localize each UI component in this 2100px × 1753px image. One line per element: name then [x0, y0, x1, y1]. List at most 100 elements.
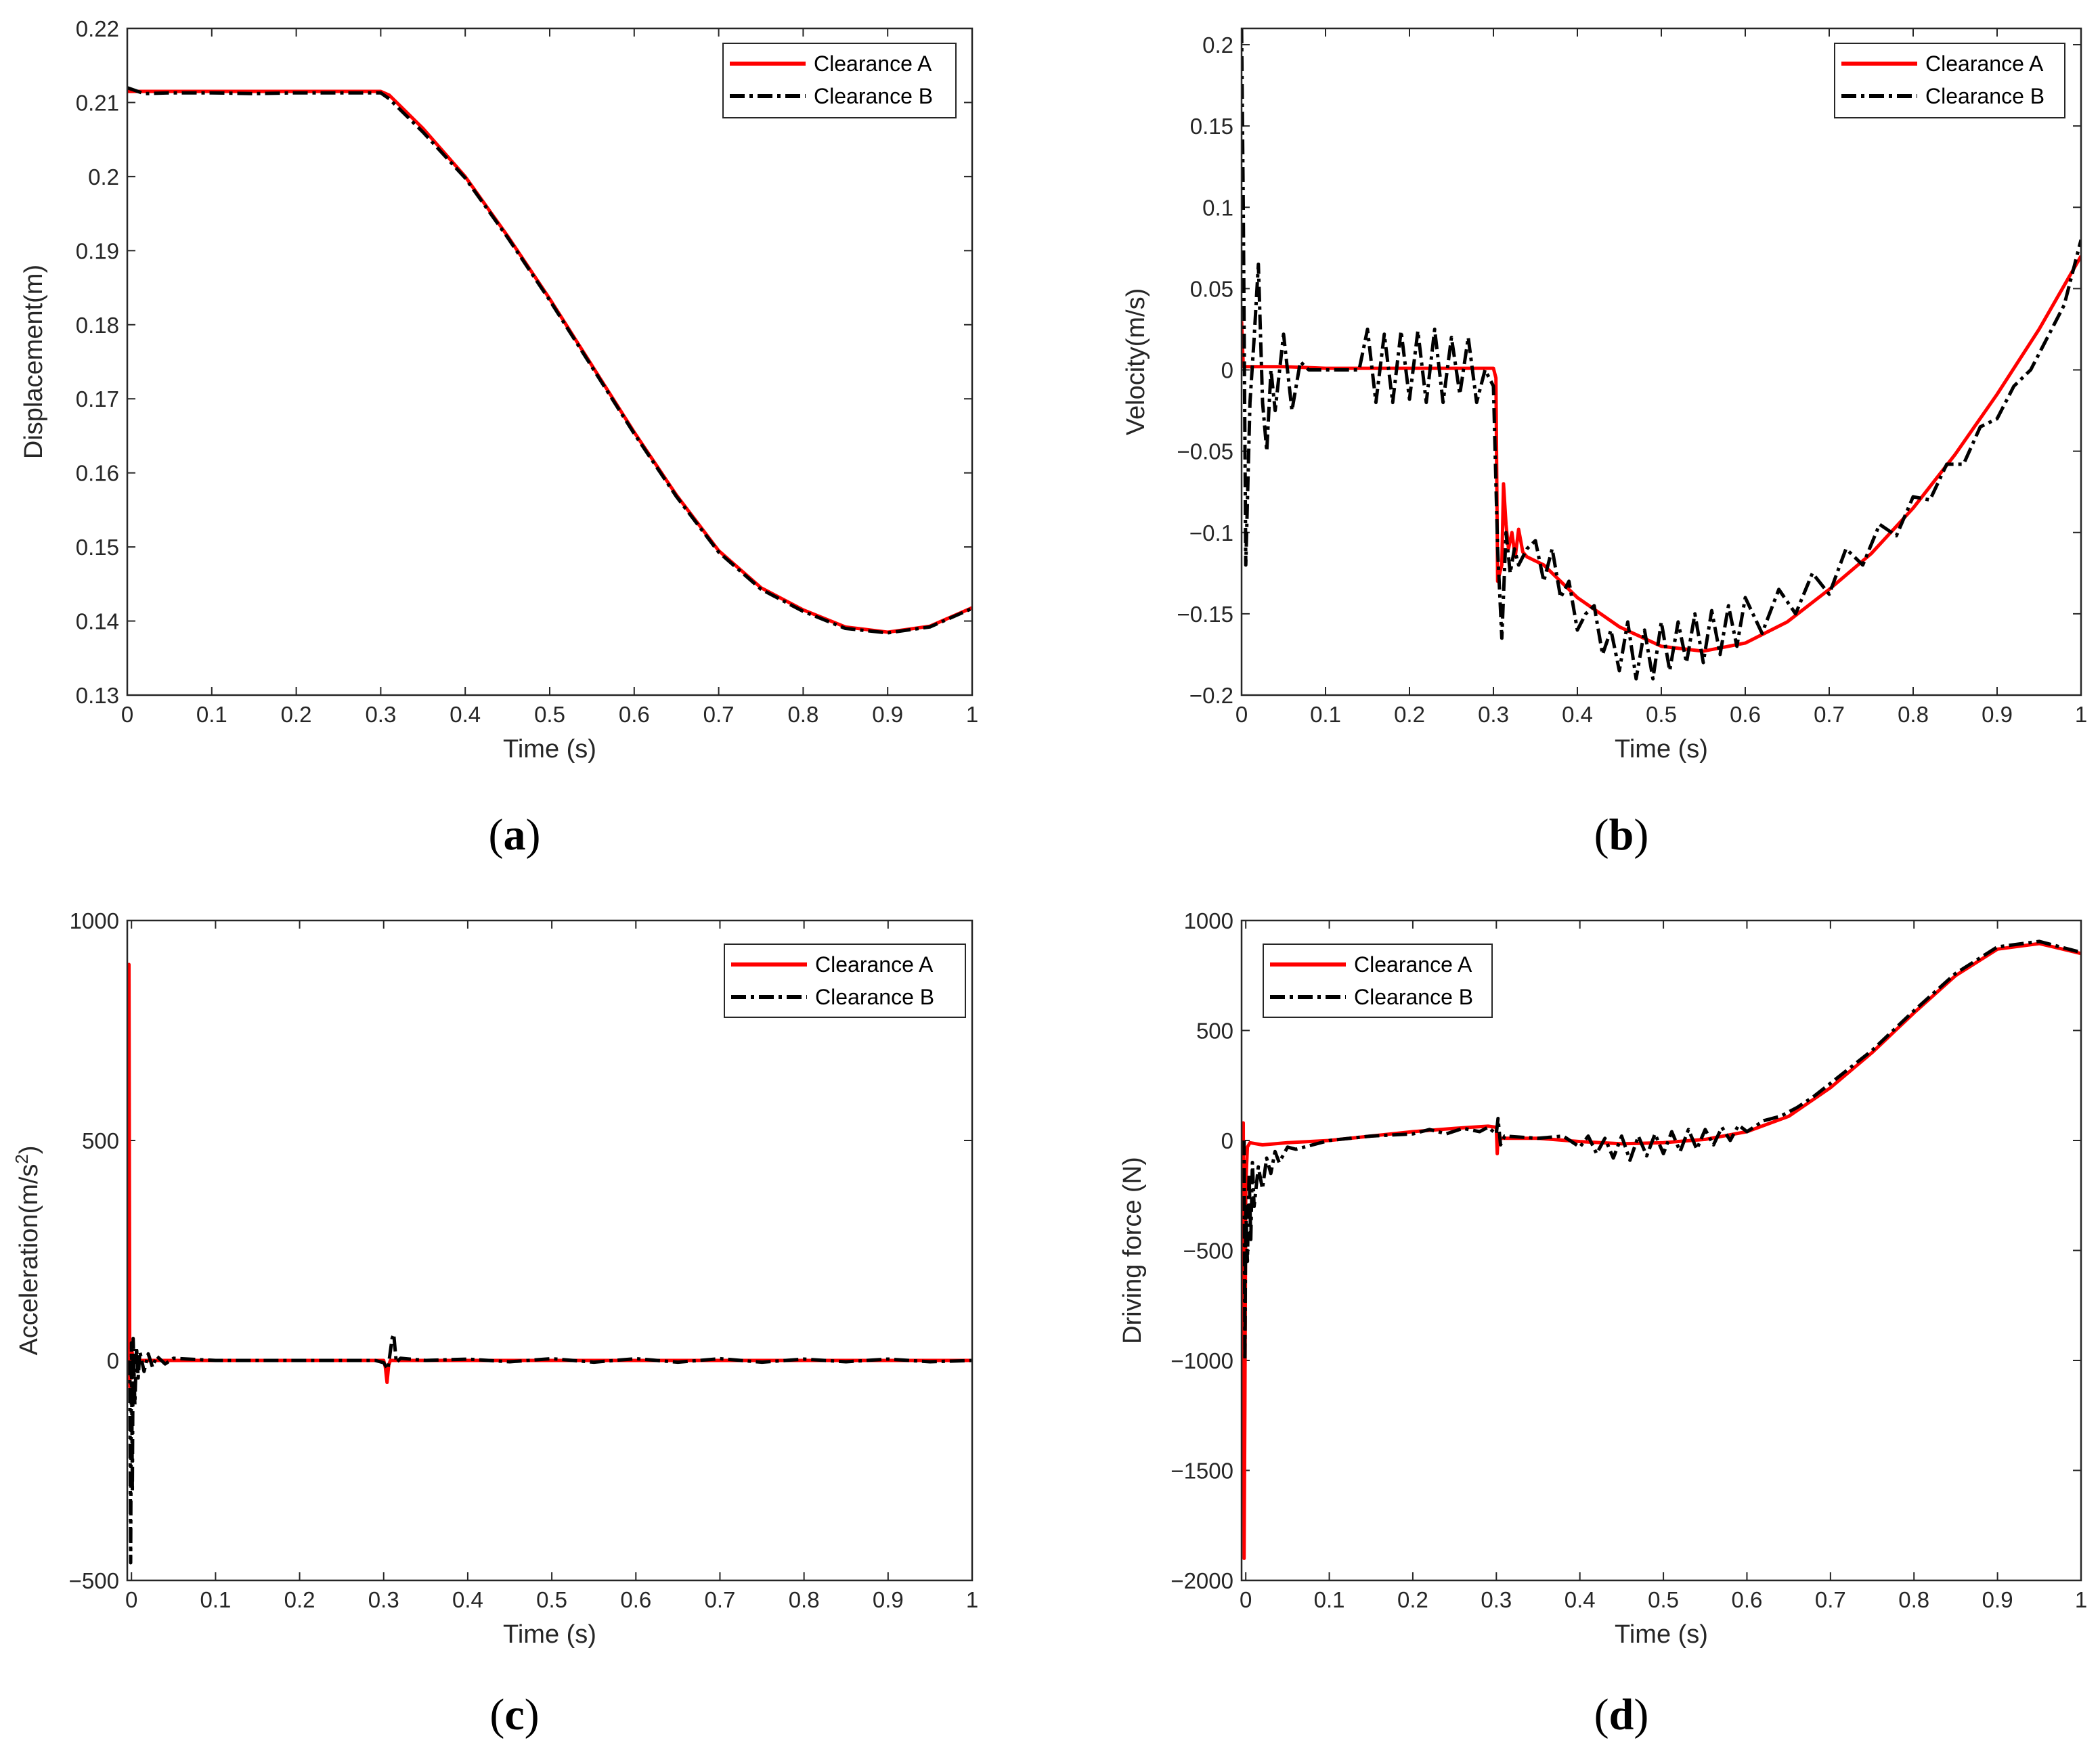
x-tick-label: 0.2: [281, 702, 312, 727]
y-tick-label: 500: [82, 1128, 119, 1153]
x-tick-label: 0.6: [619, 702, 650, 727]
x-tick-label: 0.8: [789, 1587, 820, 1612]
y-tick-label: 0: [1221, 358, 1233, 383]
y-axis-label: Velocity(m/s): [1122, 288, 1150, 435]
y-tick-label: −0.15: [1177, 602, 1234, 627]
x-axis-label: Time (s): [1615, 1620, 1708, 1649]
x-tick-label: 0.6: [1730, 702, 1761, 727]
legend-label-clearance-a: Clearance A: [815, 952, 934, 977]
legend-label-clearance-a: Clearance A: [1354, 952, 1472, 977]
y-tick-label: −0.2: [1189, 683, 1233, 708]
x-tick-label: 0.7: [1814, 702, 1845, 727]
y-tick-label: −1000: [1171, 1348, 1233, 1373]
legend-box: [1834, 43, 2065, 118]
y-tick-label: 0.2: [88, 164, 119, 190]
x-axis-label: Time (s): [503, 1620, 596, 1649]
x-tick-label: 0.3: [368, 1587, 399, 1612]
x-tick-label: 0: [1235, 702, 1248, 727]
chart-panel-c: (c) 0 0.1 0.2 0.3 0.4 0.5 0.6 0.7 0.8 0.9 1−500050…: [12, 908, 978, 1739]
x-axis-label: Time (s): [1615, 735, 1708, 763]
y-tick-label: −0.1: [1189, 520, 1233, 546]
x-tick-label: 1: [966, 1587, 978, 1612]
x-tick-label: 0.1: [1314, 1587, 1345, 1612]
series-line-clearance-a: [1242, 941, 2081, 1560]
x-tick-label: 1: [966, 702, 978, 727]
panel-caption-d: (d): [1594, 1690, 1649, 1739]
series-line-clearance-b: [128, 1332, 972, 1565]
x-tick-label: 0.1: [200, 1587, 231, 1612]
x-tick-label: 0.2: [284, 1587, 315, 1612]
y-tick-label: −1500: [1171, 1459, 1233, 1484]
y-tick-label: 0.22: [76, 16, 119, 41]
y-tick-label: 0.14: [76, 609, 119, 634]
legend-label-clearance-b: Clearance B: [1925, 84, 2044, 108]
x-tick-label: 0.7: [703, 702, 735, 727]
x-tick-label: 0.2: [1394, 702, 1425, 727]
y-axis-label: Acceleration(m/s2): [12, 1145, 43, 1355]
series-line-clearance-b: [1242, 28, 2081, 681]
x-tick-label: 0.9: [872, 702, 903, 727]
x-tick-label: 0.9: [873, 1587, 904, 1612]
axes-box: [126, 919, 974, 1582]
x-tick-label: 0.5: [534, 702, 565, 727]
x-tick-label: 0.5: [1646, 702, 1677, 727]
axes-box: [1240, 919, 2082, 1582]
y-tick-label: 0.18: [76, 313, 119, 338]
legend-label-clearance-a: Clearance A: [1925, 51, 2044, 76]
x-tick-label: 0.6: [1732, 1587, 1763, 1612]
panel-caption-a: (a): [489, 810, 541, 860]
x-tick-label: 0.4: [450, 702, 481, 727]
y-tick-label: 0.05: [1190, 276, 1233, 301]
panel-caption-c: (c): [489, 1690, 539, 1739]
series-line-clearance-a: [1242, 255, 2081, 653]
y-axis-label: Displacement(m): [20, 265, 48, 459]
x-tick-label: 0.4: [452, 1587, 483, 1612]
axes-box: [1240, 27, 2082, 696]
y-tick-label: 0.21: [76, 90, 119, 115]
x-tick-label: 1: [2075, 702, 2087, 727]
x-tick-label: 0.2: [1397, 1587, 1428, 1612]
x-tick-label: 0.8: [1898, 1587, 1929, 1612]
x-tick-label: 0.5: [1648, 1587, 1679, 1612]
y-tick-label: 0.15: [1190, 114, 1233, 139]
panel-caption-b: (b): [1594, 810, 1649, 860]
y-tick-label: 0.1: [1202, 195, 1233, 220]
y-tick-label: 0.16: [76, 461, 119, 486]
x-tick-label: 0.1: [196, 702, 227, 727]
x-tick-label: 0.3: [1481, 1587, 1512, 1612]
x-tick-label: 0: [125, 1587, 137, 1612]
chart-panel-d: (d) 0 0.1 0.2 0.3 0.4 0.5 0.6 0.7 0.8 0.9 1 −2000 −1…: [1118, 908, 2087, 1739]
y-axis-label: Driving force (N): [1118, 1157, 1147, 1344]
x-axis-label: Time (s): [503, 735, 596, 763]
series-line-clearance-b: [1242, 939, 2081, 1362]
x-tick-label: 0.7: [1815, 1587, 1846, 1612]
x-tick-label: 1: [2075, 1587, 2087, 1612]
legend-box: [724, 944, 966, 1018]
x-tick-label: 0: [1240, 1587, 1252, 1612]
series-line-clearance-b: [127, 86, 972, 635]
x-tick-label: 0.4: [1562, 702, 1593, 727]
y-tick-label: 0.17: [76, 386, 119, 412]
y-tick-label: 0: [107, 1348, 119, 1373]
x-tick-label: 0.3: [1478, 702, 1509, 727]
y-tick-label: 500: [1196, 1019, 1233, 1044]
x-tick-label: 0.9: [1982, 1587, 2013, 1612]
y-tick-label: 0.19: [76, 238, 119, 263]
x-tick-label: 0.1: [1310, 702, 1341, 727]
x-tick-label: 0: [121, 702, 133, 727]
legend-label-clearance-b: Clearance B: [1354, 985, 1473, 1009]
legend-box: [1263, 944, 1493, 1018]
legend-label-clearance-b: Clearance B: [814, 84, 933, 108]
x-tick-label: 0.3: [365, 702, 396, 727]
y-tick-label: 1000: [1184, 908, 1233, 933]
y-tick-label: −2000: [1171, 1568, 1233, 1593]
x-tick-label: 0.5: [536, 1587, 567, 1612]
legend-label-clearance-a: Clearance A: [814, 51, 932, 76]
x-tick-label: 0.7: [705, 1587, 736, 1612]
y-tick-label: 0.15: [76, 535, 119, 560]
y-axis-label-close: ): [15, 1145, 43, 1154]
chart-panel-b: (b) 0 0.1 0.2 0.3 0.4 0.5 0.6 0.7 0.8 0.9 1 −0.2 −0.…: [1122, 27, 2087, 860]
y-tick-label: 1000: [70, 908, 119, 933]
